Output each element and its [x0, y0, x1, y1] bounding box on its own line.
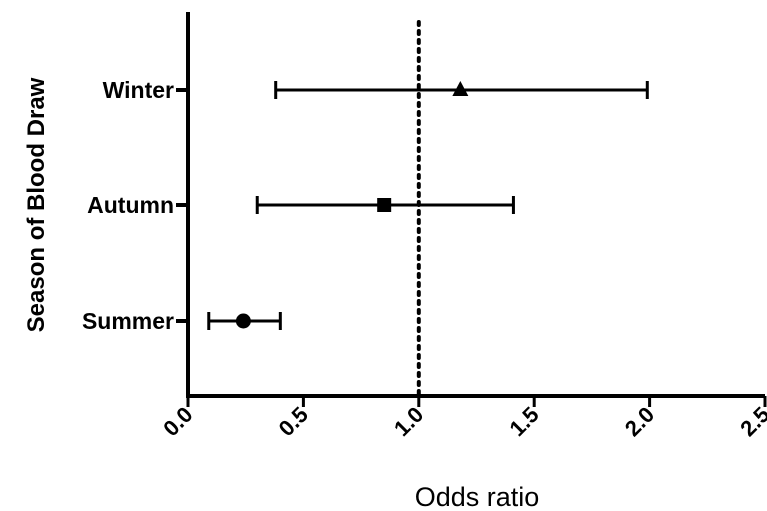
- x-tick-label: 1.0: [389, 402, 428, 441]
- point-triangle: [452, 81, 469, 96]
- x-tick-label: 1.5: [504, 402, 543, 441]
- y-tick-label: Summer: [82, 308, 174, 334]
- point-circle: [235, 313, 251, 329]
- y-tick-label: Autumn: [87, 192, 174, 218]
- plot-area: 0.0 0.5 1.0 1.5 2.0 2.5 Winter Autumn Summer: [82, 12, 767, 441]
- x-tick-label: 2.5: [735, 402, 767, 441]
- x-tick-label: 0.0: [158, 402, 197, 441]
- x-axis-title: Odds ratio: [415, 482, 540, 511]
- x-tick-label: 0.5: [274, 402, 313, 441]
- y-axis-title: Season of Blood Draw: [23, 77, 50, 332]
- x-tick-label: 2.0: [620, 402, 659, 441]
- point-square: [377, 198, 392, 212]
- y-tick-label: Winter: [103, 77, 174, 103]
